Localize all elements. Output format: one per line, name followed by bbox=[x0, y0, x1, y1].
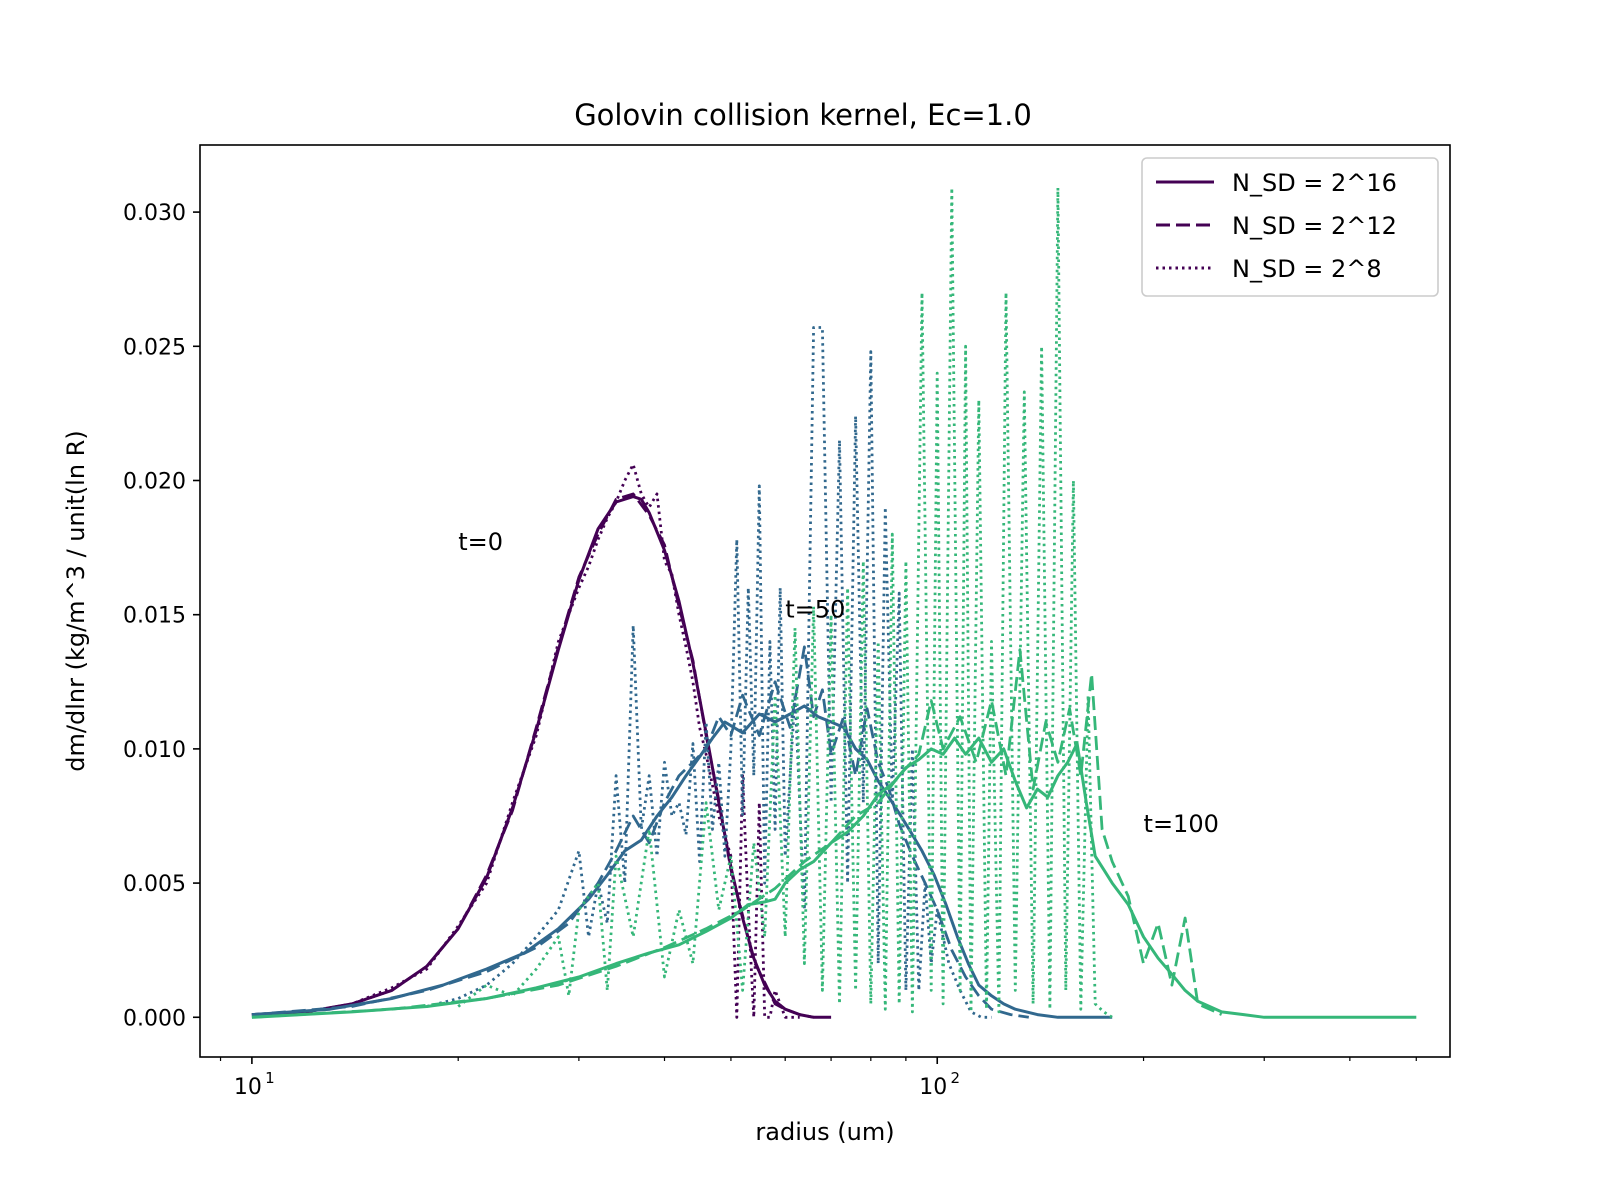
legend-label-dotted: N_SD = 2^8 bbox=[1232, 255, 1382, 283]
x-tick-label: 10 bbox=[919, 1075, 947, 1100]
y-tick-label: 0.000 bbox=[123, 1006, 186, 1031]
y-axis-label: dm/dlnr (kg/m^3 / unit(ln R) bbox=[62, 430, 90, 771]
x-tick-exponent: 2 bbox=[950, 1069, 960, 1087]
series-line-t100-solid bbox=[251, 736, 1417, 1019]
axes-frame bbox=[199, 144, 1451, 1058]
annotation-t50: t=50 bbox=[785, 595, 845, 623]
legend-box bbox=[1141, 157, 1439, 297]
x-axis-label: radius (um) bbox=[755, 1118, 894, 1146]
annotation-t0: t=0 bbox=[458, 528, 503, 556]
series-line-t50-dotted bbox=[426, 326, 992, 1019]
legend-label-dashed: N_SD = 2^12 bbox=[1232, 212, 1397, 240]
x-tick-label: 10 bbox=[234, 1075, 262, 1100]
y-tick-label: 0.025 bbox=[123, 335, 186, 360]
plot-area bbox=[251, 186, 1417, 1019]
legend-label-solid: N_SD = 2^16 bbox=[1232, 169, 1397, 197]
y-tick-label: 0.015 bbox=[123, 604, 186, 629]
series-line-t50-dashed bbox=[251, 645, 1030, 1019]
y-tick-label: 0.030 bbox=[123, 201, 186, 226]
y-tick-label: 0.010 bbox=[123, 738, 186, 763]
series-line-t100-dashed bbox=[251, 648, 1223, 1019]
y-tick-label: 0.020 bbox=[123, 469, 186, 494]
y-tick-label: 0.005 bbox=[123, 872, 186, 897]
chart-title: Golovin collision kernel, Ec=1.0 bbox=[574, 98, 1032, 132]
x-tick-exponent: 1 bbox=[265, 1069, 275, 1087]
series-line-t0-dotted bbox=[251, 462, 800, 1019]
annotations: t=0 t=50 t=100 bbox=[458, 528, 1219, 838]
legend: N_SD = 2^16 N_SD = 2^12 N_SD = 2^8 bbox=[1141, 157, 1439, 297]
annotation-t100: t=100 bbox=[1144, 810, 1219, 838]
